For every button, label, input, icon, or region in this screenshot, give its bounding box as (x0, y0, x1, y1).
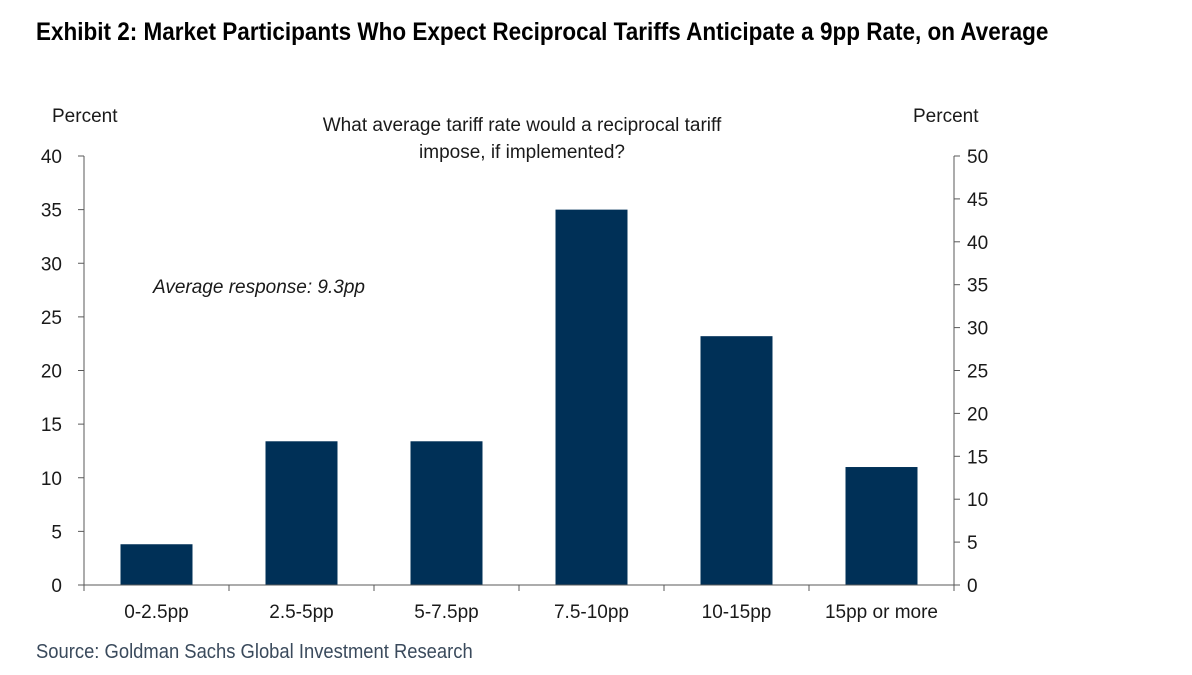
category-label: 15pp or more (825, 602, 938, 623)
left-tick-label: 25 (41, 308, 62, 329)
left-tick-label: 20 (41, 362, 62, 383)
bar-2-5-5pp (265, 441, 338, 585)
right-tick-label: 15 (967, 447, 988, 468)
right-tick-label: 45 (967, 190, 988, 211)
left-tick-label: 35 (41, 201, 62, 222)
category-label: 7.5-10pp (554, 602, 629, 623)
right-tick-label: 5 (967, 533, 978, 554)
category-label: 5-7.5pp (414, 602, 478, 623)
x-axis: 0-2.5pp 2.5-5pp 5-7.5pp 7.5-10pp 10-15pp 15pp… (83, 584, 955, 623)
left-axis-unit-label: Percent (52, 106, 118, 127)
bar-0-2-5pp (120, 544, 193, 585)
chart-subtitle-line-1: What average tariff rate would a recipro… (323, 115, 722, 136)
right-tick-label: 0 (967, 576, 978, 597)
bar-15pp-or-more (845, 467, 918, 585)
bar-7-5-10pp (555, 209, 628, 585)
bar-10-15pp (700, 336, 773, 585)
right-tick-label: 35 (967, 276, 988, 297)
exhibit-title: Exhibit 2: Market Participants Who Expec… (36, 18, 1049, 46)
category-label: 0-2.5pp (124, 602, 188, 623)
left-tick-label: 0 (51, 576, 62, 597)
left-tick-label: 5 (51, 522, 62, 543)
right-tick-label: 50 (967, 147, 988, 168)
right-tick-label: 20 (967, 404, 988, 425)
category-label: 2.5-5pp (269, 602, 333, 623)
left-tick-label: 40 (41, 147, 62, 168)
left-tick-label: 15 (41, 415, 62, 436)
bar-5-7-5pp (410, 441, 483, 585)
average-response-annotation: Average response: 9.3pp (152, 277, 365, 298)
right-tick-label: 30 (967, 319, 988, 340)
chart-subtitle-line-2: impose, if implemented? (419, 142, 625, 163)
left-tick-label: 10 (41, 469, 62, 490)
right-tick-label: 10 (967, 490, 988, 511)
left-axis: 0 5 10 15 20 25 30 35 40 (41, 147, 85, 597)
right-axis: 0 5 10 15 20 25 30 35 40 45 50 (953, 147, 988, 597)
left-tick-label: 30 (41, 254, 62, 275)
right-tick-label: 40 (967, 233, 988, 254)
bars-group (120, 209, 918, 585)
category-label: 10-15pp (702, 602, 772, 623)
source-note: Source: Goldman Sachs Global Investment … (36, 641, 473, 663)
right-axis-unit-label: Percent (913, 106, 979, 127)
right-tick-label: 25 (967, 362, 988, 383)
